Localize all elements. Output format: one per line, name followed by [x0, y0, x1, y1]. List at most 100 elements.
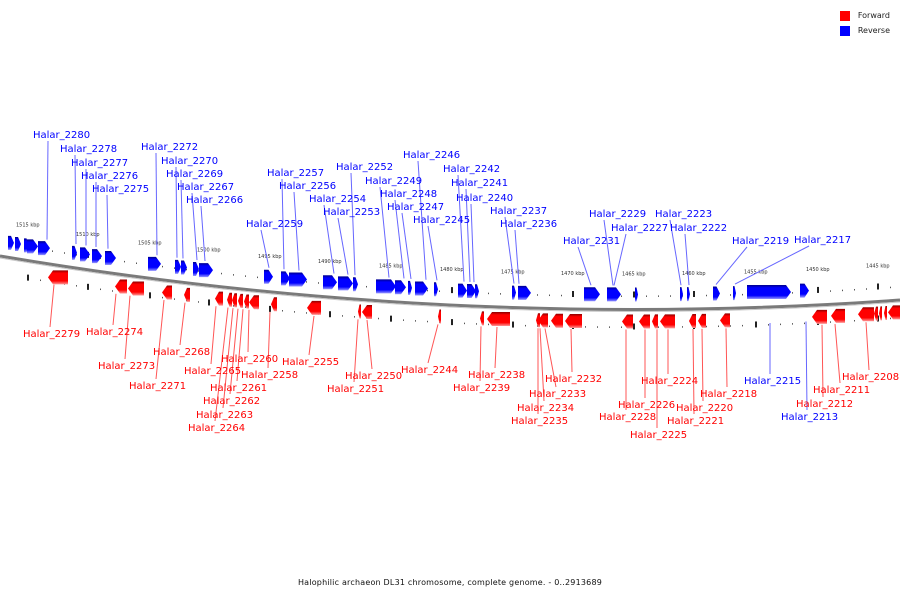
forward-gene-label[interactable]: Halar_2208 [842, 372, 899, 383]
forward-gene-label[interactable]: Halar_2271 [129, 381, 186, 392]
forward-gene-label[interactable]: Halar_2264 [188, 423, 245, 434]
reverse-gene-label[interactable]: Halar_2249 [365, 176, 422, 187]
reverse-gene-label[interactable]: Halar_2229 [589, 209, 646, 220]
reverse-gene-arrow[interactable] [80, 247, 90, 262]
forward-gene-arrow[interactable] [639, 314, 650, 329]
reverse-gene-label[interactable]: Halar_2219 [732, 236, 789, 247]
reverse-gene-label[interactable]: Halar_2259 [246, 219, 303, 230]
forward-gene-label[interactable]: Halar_2220 [676, 403, 733, 414]
forward-gene-arrow[interactable] [622, 314, 633, 329]
reverse-gene-label[interactable]: Halar_2213 [781, 412, 838, 423]
reverse-gene-label[interactable]: Halar_2247 [387, 202, 444, 213]
reverse-gene-arrow[interactable] [376, 279, 396, 294]
reverse-gene-arrow[interactable] [193, 261, 199, 276]
forward-gene-arrow[interactable] [689, 314, 696, 329]
forward-gene-arrow[interactable] [879, 306, 882, 321]
forward-gene-label[interactable]: Halar_2274 [86, 327, 143, 338]
reverse-gene-arrow[interactable] [148, 256, 161, 271]
forward-gene-arrow[interactable] [698, 313, 706, 328]
reverse-gene-arrow[interactable] [512, 285, 516, 300]
forward-gene-label[interactable]: Halar_2273 [98, 361, 155, 372]
forward-gene-label[interactable]: Halar_2233 [529, 389, 586, 400]
reverse-gene-arrow[interactable] [635, 287, 638, 302]
reverse-gene-label[interactable]: Halar_2278 [60, 144, 117, 155]
reverse-gene-arrow[interactable] [607, 287, 621, 302]
reverse-gene-label[interactable]: Halar_2252 [336, 162, 393, 173]
reverse-gene-label[interactable]: Halar_2236 [500, 219, 557, 230]
reverse-gene-label[interactable]: Halar_2277 [71, 158, 128, 169]
reverse-gene-arrow[interactable] [408, 280, 412, 295]
forward-gene-label[interactable]: Halar_2234 [517, 403, 574, 414]
forward-gene-arrow[interactable] [888, 305, 900, 320]
forward-gene-arrow[interactable] [858, 307, 874, 322]
reverse-gene-arrow[interactable] [747, 285, 791, 300]
reverse-gene-arrow[interactable] [199, 263, 213, 278]
reverse-gene-arrow[interactable] [434, 282, 438, 297]
forward-gene-label[interactable]: Halar_2232 [545, 374, 602, 385]
forward-gene-label[interactable]: Halar_2239 [453, 383, 510, 394]
reverse-gene-arrow[interactable] [584, 287, 600, 302]
reverse-gene-label[interactable]: Halar_2253 [323, 207, 380, 218]
reverse-gene-arrow[interactable] [518, 285, 531, 300]
reverse-gene-arrow[interactable] [713, 286, 720, 301]
forward-gene-arrow[interactable] [249, 295, 259, 310]
forward-gene-label[interactable]: Halar_2228 [599, 412, 656, 423]
forward-gene-arrow[interactable] [184, 287, 190, 302]
forward-gene-arrow[interactable] [720, 313, 730, 328]
forward-gene-label[interactable]: Halar_2250 [345, 371, 402, 382]
forward-gene-label[interactable]: Halar_2225 [630, 430, 687, 441]
reverse-gene-arrow[interactable] [395, 280, 406, 295]
reverse-gene-arrow[interactable] [175, 259, 181, 274]
forward-gene-label[interactable]: Halar_2279 [23, 329, 80, 340]
reverse-gene-arrow[interactable] [105, 251, 116, 266]
forward-gene-arrow[interactable] [812, 309, 827, 324]
forward-gene-label[interactable]: Halar_2244 [401, 365, 458, 376]
forward-gene-arrow[interactable] [358, 304, 361, 319]
reverse-gene-label[interactable]: Halar_2227 [611, 223, 668, 234]
forward-gene-label[interactable]: Halar_2262 [203, 396, 260, 407]
reverse-gene-arrow[interactable] [338, 276, 353, 291]
reverse-gene-label[interactable]: Halar_2242 [443, 164, 500, 175]
reverse-gene-arrow[interactable] [680, 287, 683, 302]
forward-gene-arrow[interactable] [362, 305, 372, 320]
forward-gene-label[interactable]: Halar_2235 [511, 416, 568, 427]
reverse-gene-arrow[interactable] [415, 281, 428, 296]
forward-gene-arrow[interactable] [551, 313, 563, 328]
reverse-gene-label[interactable]: Halar_2223 [655, 209, 712, 220]
reverse-gene-arrow[interactable] [323, 275, 337, 290]
reverse-gene-label[interactable]: Halar_2217 [794, 235, 851, 246]
forward-gene-label[interactable]: Halar_2258 [241, 370, 298, 381]
reverse-gene-label[interactable]: Halar_2254 [309, 194, 366, 205]
forward-gene-arrow[interactable] [307, 300, 321, 315]
forward-gene-arrow[interactable] [271, 297, 277, 312]
reverse-gene-arrow[interactable] [475, 284, 479, 299]
reverse-gene-label[interactable]: Halar_2256 [279, 181, 336, 192]
forward-gene-label[interactable]: Halar_2221 [667, 416, 724, 427]
forward-gene-label[interactable]: Halar_2265 [184, 366, 241, 377]
forward-gene-arrow[interactable] [565, 314, 582, 329]
reverse-gene-arrow[interactable] [8, 235, 14, 250]
reverse-gene-label[interactable]: Halar_2269 [166, 169, 223, 180]
reverse-gene-arrow[interactable] [27, 239, 38, 254]
reverse-gene-arrow[interactable] [38, 241, 50, 256]
forward-gene-arrow[interactable] [232, 293, 237, 308]
forward-gene-arrow[interactable] [652, 314, 658, 329]
reverse-gene-label[interactable]: Halar_2237 [490, 206, 547, 217]
reverse-gene-label[interactable]: Halar_2270 [161, 156, 218, 167]
forward-gene-label[interactable]: Halar_2224 [641, 376, 698, 387]
reverse-gene-label[interactable]: Halar_2266 [186, 195, 243, 206]
reverse-gene-arrow[interactable] [289, 272, 307, 287]
forward-gene-label[interactable]: Halar_2238 [468, 370, 525, 381]
reverse-gene-label[interactable]: Halar_2215 [744, 376, 801, 387]
forward-gene-arrow[interactable] [874, 306, 878, 321]
reverse-gene-label[interactable]: Halar_2272 [141, 142, 198, 153]
reverse-gene-label[interactable]: Halar_2241 [451, 178, 508, 189]
forward-gene-arrow[interactable] [227, 292, 232, 307]
reverse-gene-arrow[interactable] [72, 245, 77, 260]
forward-gene-arrow[interactable] [162, 285, 172, 300]
reverse-gene-label[interactable]: Halar_2246 [403, 150, 460, 161]
reverse-gene-arrow[interactable] [458, 283, 467, 298]
reverse-gene-arrow[interactable] [467, 283, 476, 298]
forward-gene-arrow[interactable] [538, 313, 548, 328]
forward-gene-label[interactable]: Halar_2260 [221, 354, 278, 365]
